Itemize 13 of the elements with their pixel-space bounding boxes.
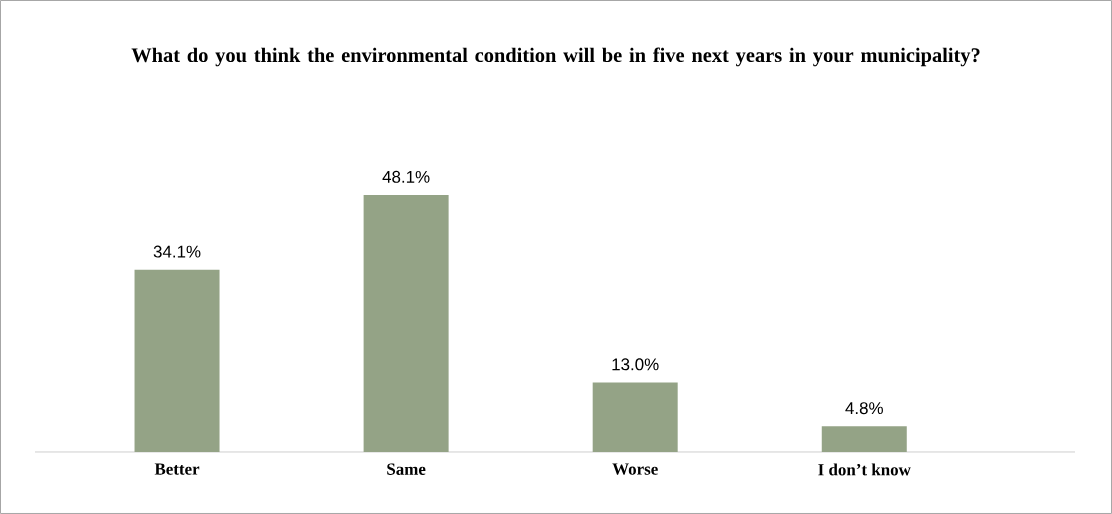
x-tick-label: Worse xyxy=(612,463,658,475)
x-tick-label: I don’t know xyxy=(818,463,911,476)
x-tick-label: Better xyxy=(154,463,200,475)
bar xyxy=(821,426,907,452)
bar xyxy=(592,382,678,452)
data-label: 4.8% xyxy=(845,402,883,415)
bar xyxy=(363,195,449,452)
bar xyxy=(134,269,220,452)
data-label: 13.0% xyxy=(612,358,659,371)
data-label: 48.1% xyxy=(382,170,430,183)
x-tick-label: Same xyxy=(387,463,426,475)
chart-title: What do you think the environmental condition will be in five next years in your municipality? xyxy=(131,47,980,67)
data-label: 34.1% xyxy=(153,245,201,258)
